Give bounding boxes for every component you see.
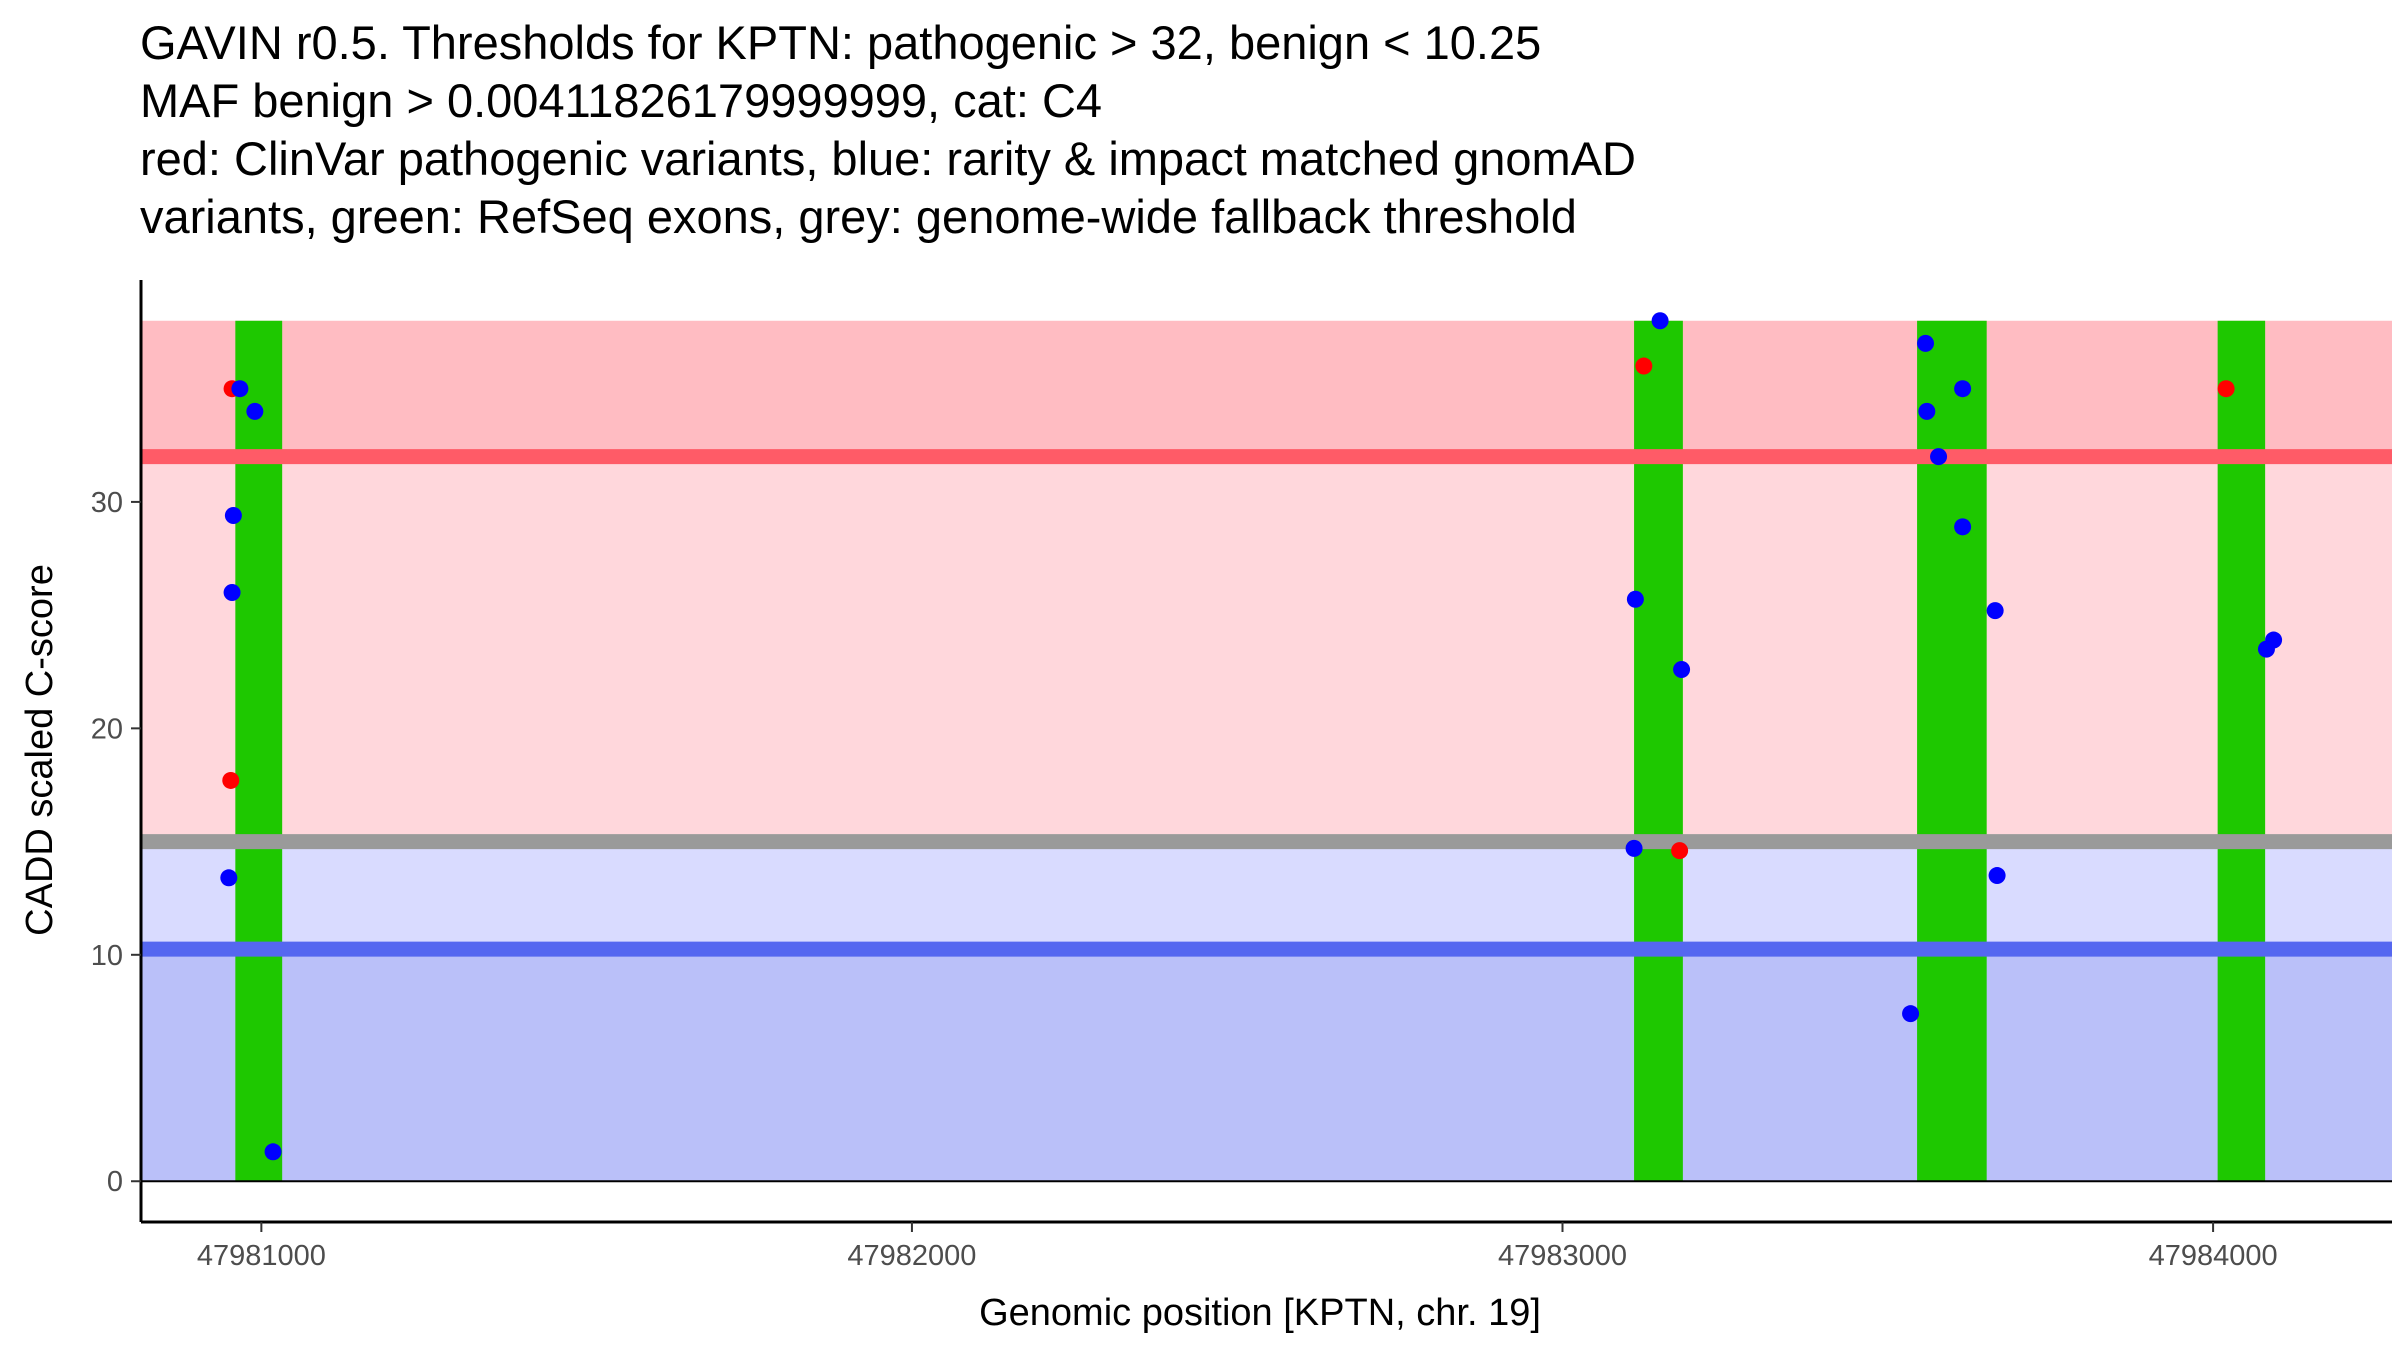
- gnomad-point-2: [246, 402, 264, 420]
- gnomad-point-4: [223, 583, 241, 601]
- y-axis-title: CADD scaled C-score: [19, 564, 61, 936]
- gnomad-point-20: [2265, 631, 2283, 649]
- gnomad-point-6: [264, 1143, 282, 1161]
- x-axis-title: Genomic position [KPTN, chr. 19]: [979, 1292, 1541, 1334]
- gnomad-point-1: [231, 380, 249, 398]
- gnomad-point-15: [1954, 518, 1972, 536]
- chart-title: GAVIN r0.5. Thresholds for KPTN: pathoge…: [140, 14, 1636, 246]
- exon-bars: [235, 320, 2266, 1182]
- gnomad-point-11: [1917, 334, 1935, 352]
- exon-bar-3: [1917, 320, 1987, 1182]
- clinvar-point-4: [1671, 842, 1689, 860]
- clinvar-point-2: [222, 771, 240, 789]
- gnomad-point-18: [1902, 1005, 1920, 1023]
- clinvar-point-5: [2217, 380, 2235, 398]
- title-line-1: GAVIN r0.5. Thresholds for KPTN: pathoge…: [140, 16, 1542, 69]
- gnomad-point-17: [1988, 867, 2006, 885]
- benign-zone: [141, 949, 2392, 1182]
- x-tick-label: 47984000: [2149, 1240, 2278, 1272]
- x-tick-label: 47982000: [847, 1240, 976, 1272]
- gnomad-point-10: [1625, 839, 1643, 857]
- y-tick-label: 10: [91, 940, 123, 972]
- x-tick-label: 47981000: [197, 1240, 326, 1272]
- exon-bar-4: [2217, 320, 2266, 1182]
- title-line-2: MAF benign > 0.00411826179999999, cat: C…: [140, 74, 1103, 127]
- title-line-3: red: ClinVar pathogenic variants, blue: …: [140, 132, 1636, 185]
- gnomad-point-8: [1626, 590, 1644, 608]
- y-tick-label: 20: [91, 713, 123, 745]
- data-points: [220, 312, 2283, 1161]
- gnomad-point-5: [220, 869, 238, 887]
- gnomad-point-13: [1930, 448, 1948, 466]
- exon-bar-2: [1634, 320, 1683, 1182]
- gnomad-point-14: [1954, 380, 1972, 398]
- x-tick-label: 47983000: [1498, 1240, 1627, 1272]
- gray-zone: [141, 841, 2392, 950]
- gnomad-point-7: [1651, 312, 1669, 330]
- title-line-4: variants, green: RefSeq exons, grey: gen…: [140, 190, 1577, 243]
- axes: 47981000 47982000 47983000 47984000 0 10 20 30: [91, 280, 2392, 1272]
- y-tick-label: 0: [107, 1166, 123, 1198]
- gnomad-point-12: [1918, 402, 1936, 420]
- y-tick-label: 30: [91, 487, 123, 519]
- gnomad-point-16: [1986, 602, 2004, 620]
- clinvar-point-3: [1635, 357, 1653, 375]
- pathogenic-zone-lower: [141, 456, 2392, 842]
- pathogenic-zone-upper: [141, 320, 2392, 457]
- gnomad-point-3: [224, 507, 242, 524]
- threshold-lines: [141, 449, 2392, 957]
- threshold-regions: [141, 320, 2392, 1182]
- exon-bar-1: [235, 320, 283, 1182]
- gnomad-point-9: [1673, 660, 1691, 678]
